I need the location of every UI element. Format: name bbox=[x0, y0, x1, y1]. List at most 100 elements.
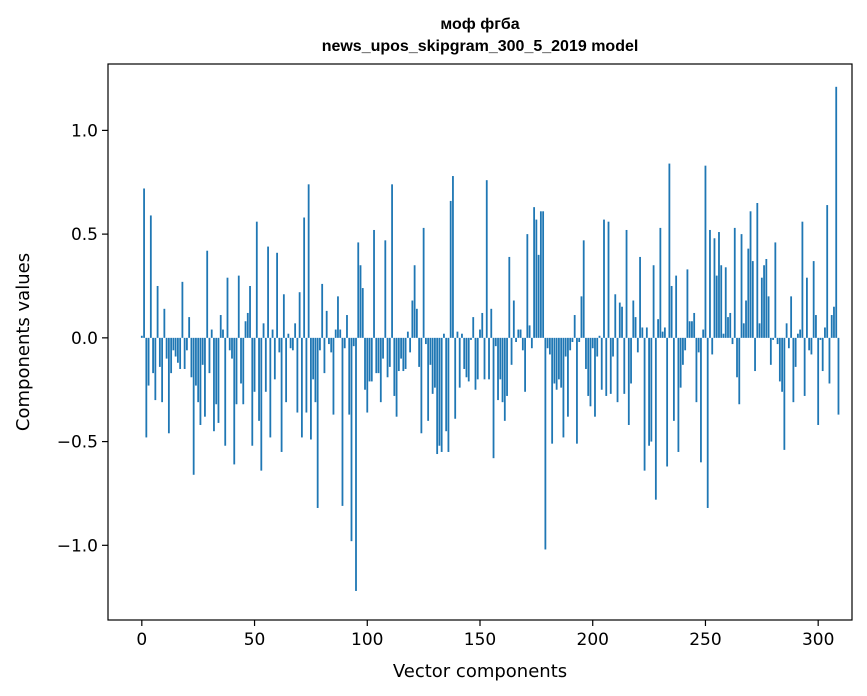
x-tick-label: 100 bbox=[351, 630, 383, 650]
bar bbox=[627, 337, 630, 425]
bar bbox=[666, 337, 669, 467]
bar bbox=[186, 337, 188, 351]
bar bbox=[519, 329, 522, 338]
bar bbox=[492, 337, 495, 459]
bar bbox=[156, 285, 159, 338]
bar bbox=[589, 337, 592, 407]
bar bbox=[632, 300, 635, 338]
bar bbox=[285, 337, 288, 403]
bar bbox=[278, 337, 281, 353]
bar bbox=[600, 337, 603, 390]
bar bbox=[307, 184, 310, 338]
bar bbox=[386, 337, 389, 378]
bar bbox=[258, 337, 260, 421]
bar bbox=[806, 277, 808, 338]
bar bbox=[195, 337, 197, 386]
bar bbox=[815, 315, 817, 338]
bar bbox=[436, 337, 439, 455]
bar bbox=[481, 312, 484, 338]
bar bbox=[562, 337, 565, 438]
bar bbox=[413, 265, 416, 338]
bar bbox=[289, 337, 292, 349]
bar bbox=[244, 321, 247, 338]
bar bbox=[546, 337, 549, 349]
bar bbox=[796, 333, 799, 338]
x-axis-label: Vector components bbox=[393, 661, 567, 682]
bar bbox=[361, 288, 364, 338]
bar bbox=[515, 337, 517, 342]
bar bbox=[704, 165, 707, 338]
bar bbox=[801, 221, 804, 338]
bar bbox=[366, 337, 369, 413]
bar bbox=[474, 337, 477, 390]
y-tick-label: −1.0 bbox=[57, 536, 98, 556]
bar bbox=[675, 275, 678, 338]
bar bbox=[456, 331, 459, 338]
x-tick-label: 200 bbox=[577, 630, 609, 650]
bar bbox=[213, 337, 215, 432]
bar bbox=[368, 337, 371, 382]
bar bbox=[415, 308, 418, 338]
bar bbox=[824, 327, 826, 338]
bar bbox=[594, 337, 596, 417]
bar bbox=[553, 337, 556, 384]
bar bbox=[176, 337, 179, 363]
chart-title-line2: news_upos_skipgram_300_5_2019 model bbox=[322, 38, 639, 55]
bar bbox=[429, 337, 432, 365]
bar bbox=[454, 337, 457, 419]
bar bbox=[530, 337, 533, 349]
bar bbox=[352, 337, 355, 347]
bar bbox=[267, 246, 269, 338]
bar bbox=[749, 211, 752, 338]
bar bbox=[625, 229, 628, 338]
bar bbox=[706, 337, 709, 508]
bar bbox=[659, 227, 662, 338]
bar bbox=[282, 294, 285, 338]
bar bbox=[580, 296, 583, 338]
bar bbox=[621, 306, 623, 338]
bar bbox=[485, 180, 488, 338]
bar bbox=[808, 337, 811, 351]
bar bbox=[348, 337, 351, 415]
bar bbox=[251, 337, 254, 446]
bar bbox=[262, 323, 265, 338]
bar bbox=[158, 337, 161, 367]
bar bbox=[438, 337, 441, 446]
bar bbox=[787, 337, 790, 349]
bar bbox=[715, 275, 718, 338]
bar bbox=[192, 337, 195, 475]
plot-frame bbox=[107, 63, 853, 621]
bar bbox=[310, 337, 312, 440]
bar bbox=[161, 337, 164, 403]
bar bbox=[686, 269, 689, 338]
bar bbox=[276, 252, 278, 338]
bar bbox=[745, 300, 747, 338]
bar bbox=[612, 337, 614, 357]
bar bbox=[591, 337, 594, 349]
bar bbox=[246, 312, 249, 338]
bar bbox=[682, 337, 684, 365]
bar bbox=[722, 333, 725, 338]
bar bbox=[792, 337, 795, 403]
bar bbox=[269, 337, 272, 438]
bar bbox=[578, 337, 581, 342]
bar bbox=[526, 234, 529, 338]
bar bbox=[803, 337, 806, 396]
bar bbox=[152, 337, 154, 374]
bar bbox=[535, 219, 538, 338]
bar bbox=[569, 337, 572, 351]
bar bbox=[533, 207, 536, 338]
bar bbox=[395, 337, 398, 417]
bar bbox=[830, 315, 833, 338]
bar bbox=[147, 337, 150, 386]
bar bbox=[709, 229, 711, 338]
bar bbox=[738, 337, 741, 405]
bar bbox=[702, 329, 705, 338]
bar bbox=[181, 281, 184, 338]
bar bbox=[237, 275, 240, 338]
bar bbox=[201, 337, 204, 365]
bar bbox=[817, 337, 820, 425]
bar bbox=[226, 277, 229, 338]
bar bbox=[339, 329, 342, 338]
bar bbox=[826, 205, 829, 338]
